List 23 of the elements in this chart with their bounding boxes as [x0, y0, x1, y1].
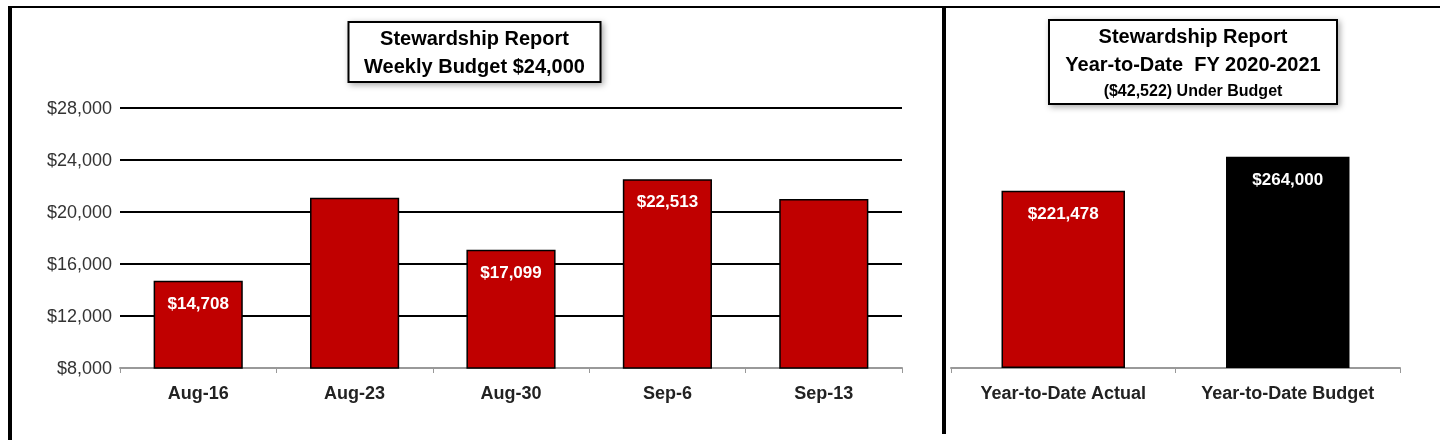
data-label: $264,000: [1252, 169, 1324, 189]
x-tick-label: Aug-30: [480, 383, 542, 403]
chart-title: Stewardship Report: [380, 27, 570, 49]
data-label: $22,513: [636, 192, 699, 212]
chart-subtitle: Year-to-Date FY 2020-2021: [1065, 53, 1321, 75]
x-tick-label: Aug-23: [324, 383, 386, 403]
y-tick-label: $16,000: [46, 254, 112, 274]
y-tick-label: $20,000: [46, 202, 112, 222]
x-tick-label: Year-to-Date Budget: [1201, 383, 1375, 403]
y-tick-label: $8,000: [56, 358, 112, 378]
x-tick-label: Year-to-Date Actual: [980, 383, 1146, 403]
data-label: $221,478: [1027, 203, 1099, 223]
x-tick-label: Aug-16: [167, 383, 229, 403]
data-label: $17,099: [480, 262, 542, 282]
chart-title: Stewardship Report: [1098, 25, 1288, 47]
y-tick-label: $24,000: [46, 150, 112, 170]
chart-subtitle: Weekly Budget $24,000: [364, 55, 585, 77]
data-label: $14,708: [167, 293, 229, 313]
x-tick-label: Sep-6: [642, 383, 692, 403]
y-tick-label: $28,000: [46, 98, 112, 118]
x-tick-label: Sep-13: [794, 383, 854, 403]
text: ($42,522) Under Budget: [1103, 81, 1284, 99]
y-tick-label: $12,000: [46, 306, 112, 326]
